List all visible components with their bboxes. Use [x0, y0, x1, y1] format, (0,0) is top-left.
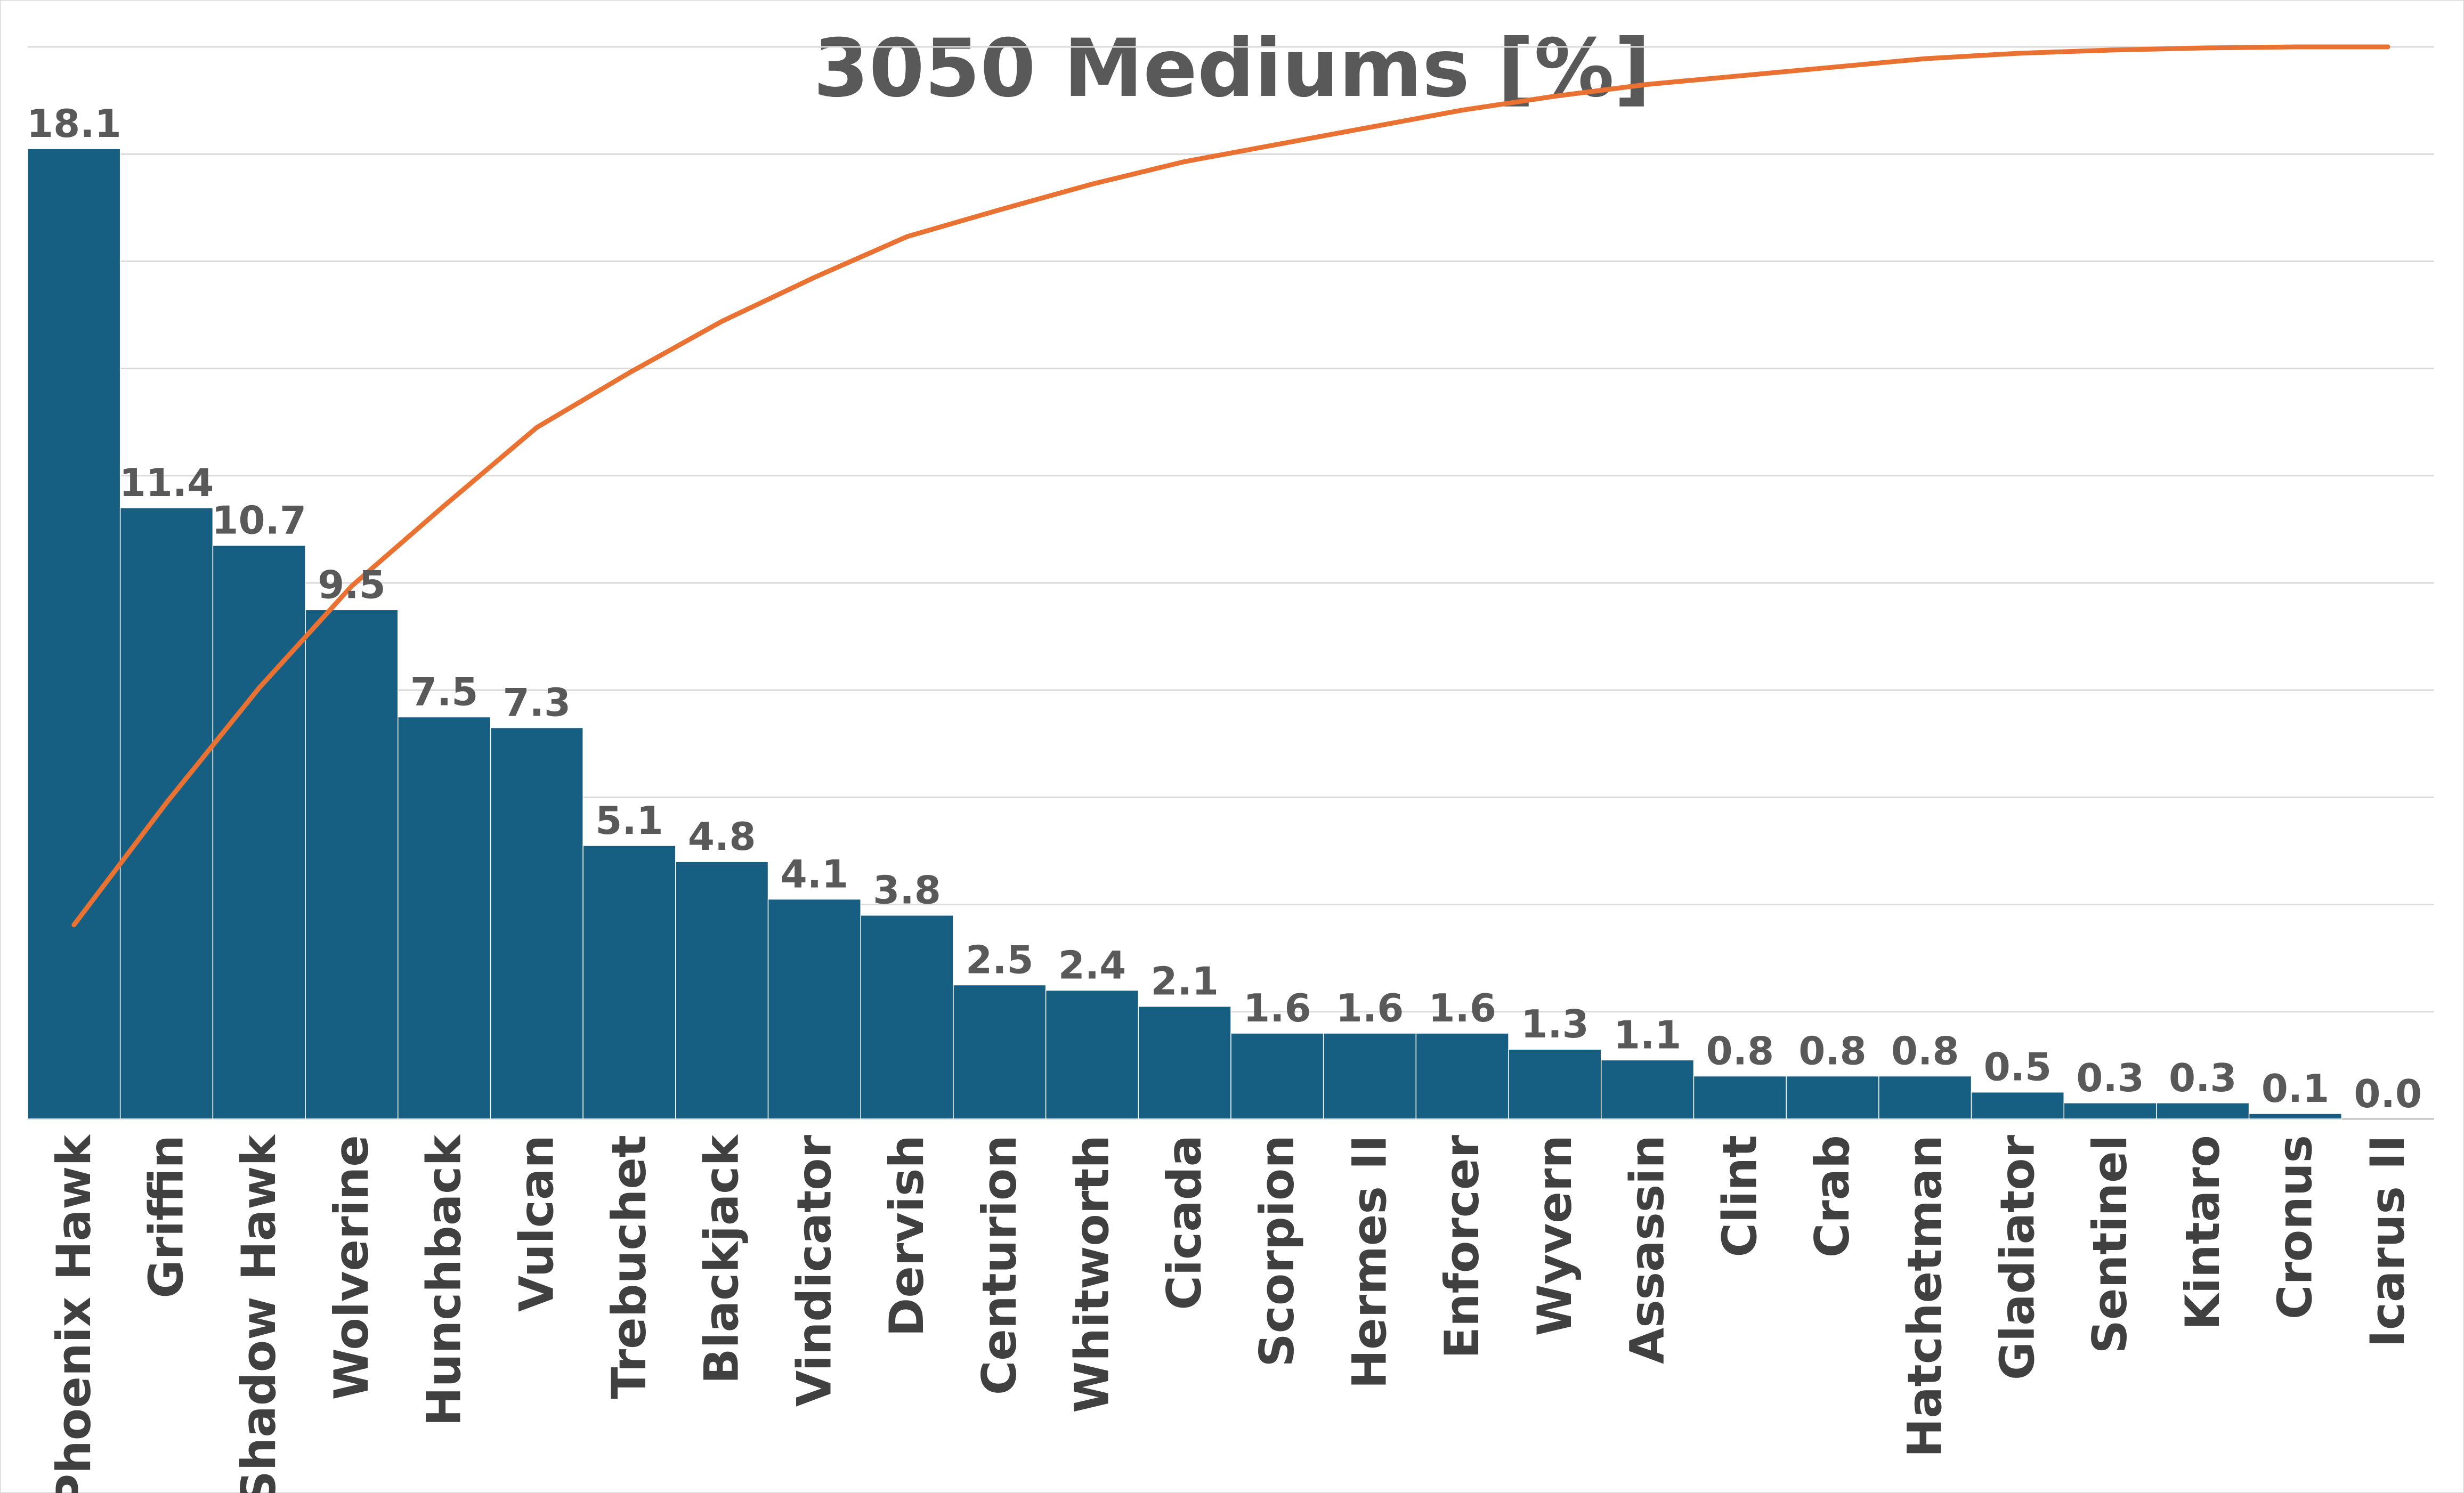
bar-wyvern	[1508, 1049, 1602, 1119]
bar-hunchback	[398, 716, 491, 1119]
category-label: Phoenix Hawk	[46, 1134, 101, 1493]
bar-data-label: 10.7	[212, 498, 306, 543]
category-label: Vulcan	[509, 1135, 564, 1312]
category-label: Clint	[1712, 1135, 1767, 1257]
bar-data-label: 1.3	[1521, 1002, 1589, 1046]
bar-data-label: 5.1	[595, 798, 663, 843]
bar-data-label: 2.4	[1058, 943, 1126, 988]
bar-gladiator	[1971, 1091, 2064, 1119]
bar-data-label: 1.6	[1243, 986, 1311, 1031]
category-label: Hatchetman	[1898, 1135, 1952, 1457]
bar-data-label: 11.4	[119, 460, 214, 505]
category-label: Kintaro	[2175, 1135, 2230, 1330]
bar-vindicator	[767, 898, 861, 1119]
bar-kintaro	[2156, 1102, 2250, 1119]
cumulative-line-series	[71, 44, 2390, 928]
bar-data-label: 0.8	[1706, 1029, 1774, 1074]
bar-assassin	[1601, 1059, 1695, 1119]
bar-data-label: 0.8	[1798, 1029, 1867, 1074]
chart-title: 3050 Mediums [%]	[813, 22, 1650, 115]
bar-crab	[1786, 1075, 1879, 1119]
bar-sentinel	[2063, 1102, 2157, 1119]
bar-data-label: 0.0	[2354, 1072, 2422, 1116]
cumulative-percent-line	[71, 44, 2390, 928]
bar-data-label: 1.6	[1428, 986, 1496, 1031]
category-label: Enforcer	[1434, 1134, 1489, 1359]
bar-data-label: 1.1	[1614, 1012, 1682, 1057]
bar-enforcer	[1415, 1033, 1509, 1119]
category-label: Cicada	[1157, 1135, 1212, 1310]
bar-hatchetman	[1878, 1075, 1972, 1119]
bar-phoenix-hawk	[27, 148, 121, 1119]
bar-cronus	[2248, 1113, 2343, 1119]
category-label: Assassin	[1620, 1135, 1675, 1364]
bar-data-label: 0.1	[2262, 1066, 2330, 1111]
bar-trebuchet	[582, 845, 676, 1119]
data-labels: 18.1 11.410.7 9.5 7.5 7.3 5.1 4.8 4.1 3.8 2.5 2.4 2…	[27, 101, 2422, 1116]
category-label: Crab	[1805, 1135, 1860, 1257]
category-label: Hermes II	[1342, 1135, 1397, 1389]
category-label: Whitworth	[1064, 1135, 1119, 1413]
bar-data-label: 18.1	[27, 101, 121, 146]
bar-data-label: 1.6	[1336, 986, 1404, 1031]
bar-data-label: 0.3	[2076, 1056, 2144, 1100]
bar-blackjack	[675, 861, 769, 1119]
bar-data-label: 0.5	[1984, 1045, 2052, 1090]
bar-data-label: 3.8	[873, 868, 941, 913]
bar-data-label: 2.1	[1150, 959, 1219, 1004]
category-label: Griffin	[139, 1135, 194, 1299]
bar-data-label: 2.5	[966, 938, 1034, 983]
category-label: Scorpion	[1250, 1135, 1304, 1367]
category-label: Sentinel	[2082, 1135, 2137, 1353]
category-label: Trebuchet	[602, 1135, 656, 1399]
category-label: Centurion	[972, 1135, 1027, 1395]
category-label: Shadow Hawk	[231, 1134, 286, 1493]
bar-data-label: 4.1	[781, 852, 849, 897]
category-label: Cronus	[2267, 1135, 2322, 1319]
bar-hermes-ii	[1323, 1033, 1417, 1119]
category-axis-labels: Phoenix Hawk Griffin Shadow Hawk Wolverine H…	[46, 1134, 2415, 1493]
category-label: Wolverine	[324, 1135, 379, 1400]
bar-scorpion	[1230, 1033, 1324, 1119]
category-label: Wyvern	[1527, 1135, 1582, 1336]
category-label: Blackjack	[694, 1134, 749, 1384]
bar-data-label: 0.3	[2169, 1056, 2237, 1100]
bar-clint	[1693, 1075, 1787, 1119]
category-label: Hunchback	[417, 1134, 472, 1426]
category-label: Gladiator	[1990, 1134, 2045, 1380]
bar-griffin	[119, 507, 214, 1119]
bar-data-label: 7.3	[503, 680, 571, 725]
category-label: Dervish	[879, 1135, 934, 1337]
bar-vulcan	[490, 727, 583, 1119]
bar-data-label: 4.8	[688, 814, 756, 859]
bar-series	[27, 148, 2343, 1119]
bar-wolverine	[305, 609, 399, 1119]
bar-dervish	[860, 914, 954, 1119]
bar-data-label: 9.5	[318, 562, 386, 607]
category-label: Vindicator	[787, 1134, 841, 1407]
bar-data-label: 0.8	[1891, 1029, 1959, 1074]
bar-whitworth	[1045, 989, 1139, 1119]
category-label: Icarus II	[2360, 1135, 2415, 1348]
bar-data-label: 7.5	[410, 670, 479, 715]
bar-centurion	[953, 984, 1047, 1119]
bar-cicada	[1138, 1005, 1231, 1119]
bar-shadow-hawk	[212, 545, 306, 1119]
